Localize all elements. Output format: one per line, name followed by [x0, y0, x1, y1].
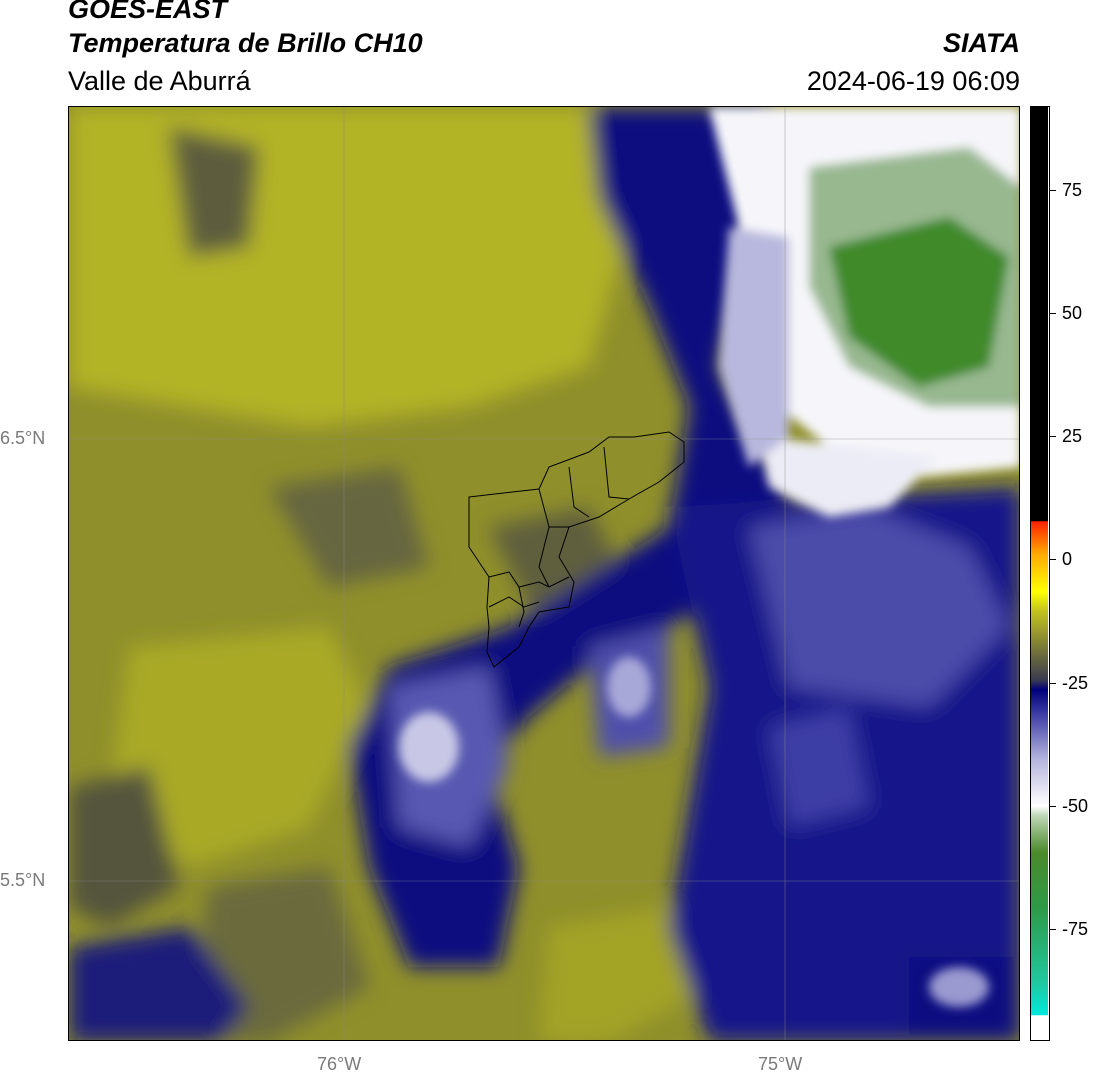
mid-blue-core-3: [749, 507, 1009, 707]
colorbar-tick: [1050, 559, 1056, 560]
lavender-spot-2: [607, 657, 651, 717]
white-cold-tail: [759, 437, 939, 517]
lavender-spot-1: [399, 712, 459, 782]
lat-label-6-5n: 6.5°N: [0, 428, 46, 448]
colorbar: [1030, 106, 1050, 1041]
colorbar-label-50: 50: [1062, 303, 1083, 323]
satellite-map[interactable]: [68, 106, 1020, 1041]
boundary-6: [518, 586, 525, 628]
graticule: [69, 107, 1019, 1040]
municipal-boundaries: [468, 431, 685, 668]
colorbar-tick: [1050, 683, 1056, 684]
lon-label-76w: 76°W: [317, 1054, 362, 1074]
colorbar-tick: [1050, 929, 1056, 930]
valle-outline: [468, 431, 685, 668]
colorbar-label-75: 75: [1062, 180, 1083, 200]
colorbar-gradient: [1031, 107, 1048, 1039]
green-cold-core: [829, 217, 1009, 387]
colorbar-tick: [1050, 436, 1056, 437]
boundary-1: [538, 488, 550, 588]
colorbar-label-0: 0: [1062, 549, 1073, 569]
mid-blue-core-4: [769, 707, 869, 827]
map-canvas: [69, 107, 1019, 1040]
colorbar-tick: [1050, 313, 1056, 314]
organization-label: SIATA: [943, 28, 1020, 58]
boundary-3: [603, 446, 630, 500]
lat-label-5-5n: 5.5°N: [0, 870, 46, 890]
colorbar-label-neg25: -25: [1062, 673, 1089, 693]
olive-patch-1: [169, 127, 259, 257]
boundary-5: [488, 596, 540, 608]
yellow-region-west: [109, 627, 369, 867]
deep-blue-southwest: [69, 927, 249, 1040]
timestamp-label: 2024-06-19 06:09: [806, 66, 1020, 96]
colorbar-tick: [1050, 190, 1056, 191]
colorbar-label-25: 25: [1062, 426, 1083, 446]
yellow-region-south: [539, 907, 709, 1040]
boundary-4: [488, 571, 570, 588]
olive-patch-4: [69, 767, 179, 927]
yellow-region-north: [69, 107, 629, 427]
colorbar-label-neg75: -75: [1062, 919, 1089, 939]
lon-label-75w: 75°W: [758, 1054, 803, 1074]
title-satellite: GOES-EAST: [68, 0, 228, 24]
colorbar-label-neg50: -50: [1062, 796, 1089, 816]
title-region: Valle de Aburrá: [68, 66, 251, 96]
olive-patch-2: [269, 467, 429, 587]
lavender-spot-3: [929, 967, 989, 1007]
boundary-2: [568, 466, 590, 518]
lavender-fringe: [719, 227, 789, 467]
colorbar-tick: [1050, 806, 1056, 807]
title-product: Temperatura de Brillo CH10: [68, 28, 423, 58]
